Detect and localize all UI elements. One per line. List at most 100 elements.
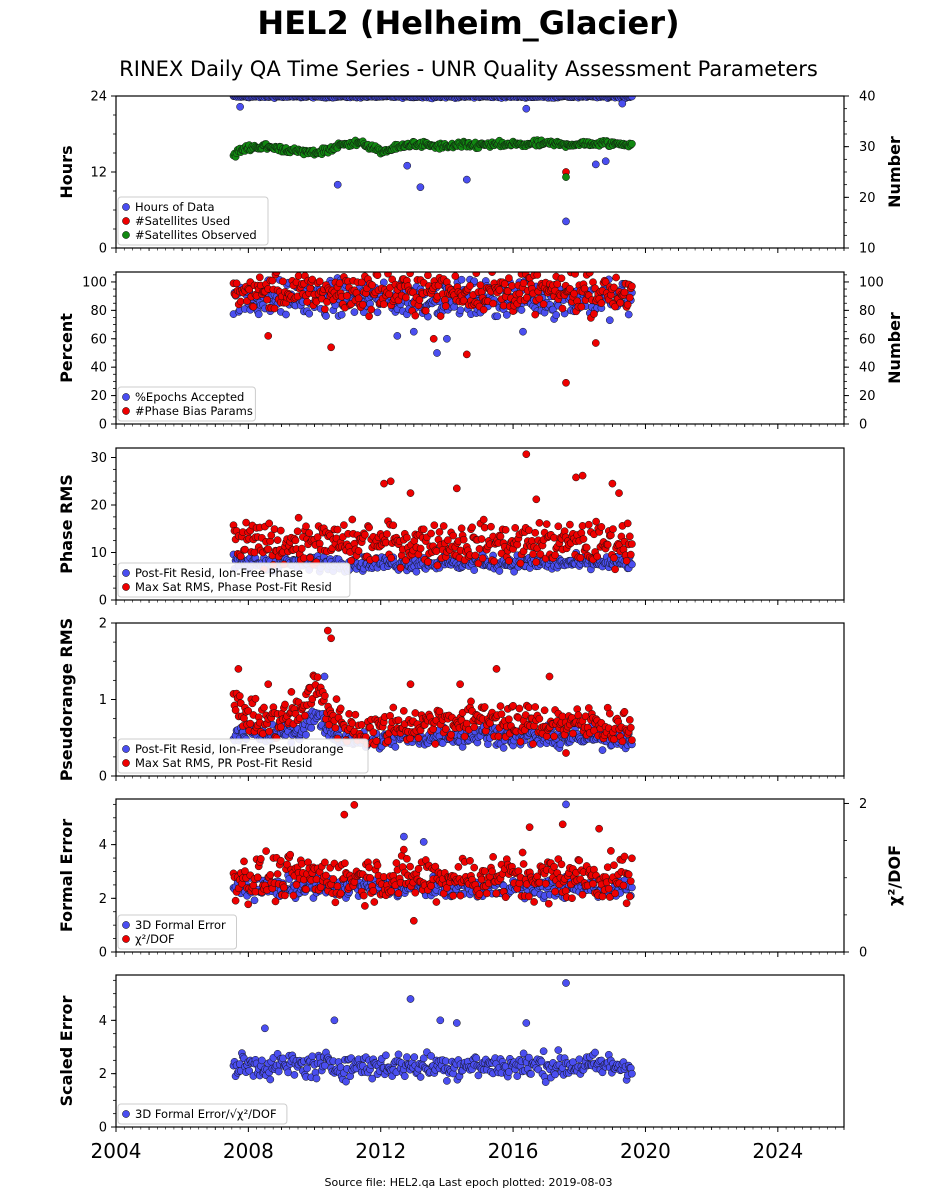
data-point	[552, 311, 561, 319]
data-point-outlier	[406, 489, 415, 497]
legend-label: 3D Formal Error	[135, 918, 226, 932]
data-point	[551, 551, 559, 559]
y-right-tick-label: 30	[859, 140, 876, 155]
figure-title: HEL2 (Helheim_Glacier)	[257, 4, 680, 42]
y-axis-label: Percent	[57, 313, 76, 383]
data-point	[391, 743, 400, 751]
data-point	[389, 703, 398, 712]
data-point-outlier	[327, 634, 335, 643]
data-point	[492, 889, 501, 898]
data-point	[612, 273, 620, 282]
data-point	[611, 565, 619, 574]
data-point	[628, 282, 636, 291]
data-point	[626, 723, 635, 732]
data-point-outlier	[618, 99, 627, 108]
data-point	[578, 522, 587, 530]
data-point	[610, 861, 618, 870]
data-point-outlier	[264, 332, 273, 340]
data-point-outlier	[562, 800, 570, 809]
data-point	[539, 300, 548, 308]
data-point	[531, 703, 540, 711]
data-point	[341, 859, 349, 868]
data-point	[511, 524, 520, 532]
y-tick-label: 40	[90, 361, 107, 376]
data-point	[519, 279, 528, 288]
data-point	[590, 310, 598, 318]
data-point	[389, 521, 398, 530]
data-point	[620, 707, 629, 716]
panel-data	[229, 979, 636, 1086]
data-point	[478, 554, 487, 563]
data-point	[557, 274, 566, 283]
data-point	[297, 859, 306, 868]
data-point	[312, 875, 321, 884]
data-point	[394, 716, 403, 725]
data-point	[379, 300, 388, 309]
data-point	[475, 890, 484, 898]
data-point	[510, 567, 518, 576]
data-point	[467, 697, 475, 706]
data-point	[628, 883, 636, 892]
data-point	[525, 892, 533, 901]
data-point-outlier	[409, 327, 418, 336]
data-point	[244, 900, 253, 909]
data-point	[457, 275, 466, 284]
data-point	[628, 736, 636, 744]
data-point	[551, 1070, 559, 1079]
data-point	[616, 298, 625, 307]
data-point-outlier	[615, 489, 623, 497]
data-point	[505, 715, 513, 724]
data-point	[471, 551, 480, 560]
data-point	[589, 879, 597, 888]
data-point-outlier	[350, 801, 359, 809]
data-point	[246, 719, 255, 728]
data-point	[516, 559, 525, 568]
data-point	[625, 892, 634, 901]
y-axis-label: Pseudorange RMS	[57, 618, 76, 781]
data-point	[480, 703, 489, 711]
legend-label: %Epochs Accepted	[135, 390, 244, 404]
y-tick-label: 2	[99, 617, 107, 632]
data-point	[387, 554, 396, 562]
y-tick-label: 0	[99, 770, 107, 785]
y-right-tick-label: 20	[859, 191, 876, 206]
data-point	[273, 536, 282, 544]
data-point	[411, 311, 420, 320]
data-point	[427, 882, 435, 890]
data-point	[619, 881, 628, 890]
data-point	[286, 850, 295, 859]
data-point-outlier	[287, 688, 296, 696]
data-point-outlier	[406, 680, 415, 689]
data-point	[424, 558, 432, 566]
data-point	[490, 557, 499, 566]
data-point-outlier	[409, 916, 418, 925]
data-point	[569, 729, 577, 738]
data-point	[336, 704, 345, 713]
y-tick-label: 0	[99, 594, 107, 609]
legend-marker	[122, 231, 130, 239]
data-point	[430, 521, 439, 530]
data-point-outlier	[532, 495, 541, 504]
data-point	[568, 894, 576, 903]
data-point	[333, 882, 342, 891]
data-point	[354, 547, 363, 555]
y-tick-label: 0	[99, 946, 107, 961]
data-point	[566, 520, 574, 529]
data-point	[270, 525, 279, 533]
data-point	[279, 277, 287, 286]
y-right-tick-label: 100	[859, 275, 884, 290]
data-point	[482, 889, 491, 898]
data-point	[416, 1073, 425, 1081]
series--dof	[229, 801, 636, 925]
legend-label: χ²/DOF	[135, 932, 175, 946]
series--satellites-observed	[229, 136, 636, 181]
data-point	[584, 520, 593, 529]
data-point	[266, 1075, 275, 1084]
data-point	[605, 316, 614, 325]
y-axis-label: Phase RMS	[57, 474, 76, 574]
data-point	[329, 875, 338, 883]
panel-data	[229, 272, 636, 387]
data-point	[532, 558, 541, 566]
data-point	[557, 860, 566, 869]
data-point	[561, 887, 570, 895]
